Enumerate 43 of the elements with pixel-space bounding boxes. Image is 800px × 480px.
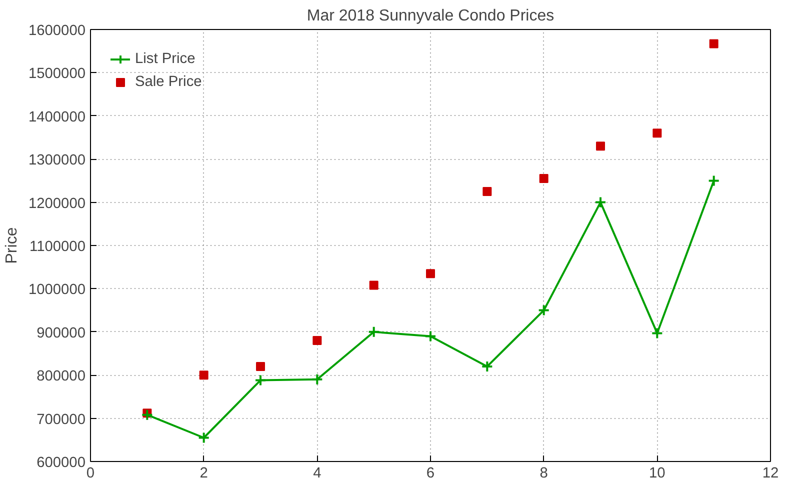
- x-tick-label: 10: [649, 466, 666, 480]
- point: [482, 187, 492, 196]
- y-axis-title: Price: [3, 227, 20, 264]
- y-tick-label: 1600000: [28, 23, 86, 39]
- x-tick-label: 2: [200, 466, 208, 480]
- x-tick-label: 8: [540, 466, 548, 480]
- point: [481, 360, 494, 372]
- point: [596, 142, 605, 151]
- point: [651, 327, 664, 340]
- point: [199, 370, 208, 380]
- legend-label: List Price: [135, 51, 196, 67]
- y-tick-label: 1400000: [28, 109, 86, 126]
- point: [539, 174, 548, 184]
- y-tick-label: 1200000: [28, 196, 86, 212]
- y-tick-label: 1500000: [28, 66, 86, 82]
- legend-label: Sale Price: [135, 74, 202, 90]
- chart-title: Mar 2018 Sunnyvale Condo Prices: [306, 8, 554, 24]
- point: [311, 373, 324, 386]
- point: [426, 269, 435, 278]
- y-tick-label: 700000: [36, 412, 86, 428]
- point: [709, 39, 718, 48]
- y-tick-label: 1000000: [28, 282, 86, 298]
- point: [369, 280, 378, 290]
- y-tick-label: 800000: [36, 368, 86, 385]
- point: [708, 174, 720, 187]
- x-tick-label: 12: [762, 466, 779, 480]
- y-tick-label: 1300000: [28, 152, 86, 169]
- point: [256, 362, 265, 371]
- point: [538, 304, 550, 316]
- point: [368, 326, 380, 338]
- point: [141, 408, 154, 421]
- point: [594, 196, 606, 208]
- point: [254, 374, 266, 386]
- x-tick-label: 6: [426, 466, 435, 480]
- point: [424, 330, 436, 342]
- y-tick-label: 1100000: [30, 239, 86, 255]
- point: [312, 336, 322, 346]
- point: [652, 128, 662, 138]
- x-tick-label: 4: [313, 466, 322, 480]
- x-tick-label: 0: [86, 466, 95, 480]
- point: [198, 432, 210, 444]
- y-tick-label: 600000: [36, 455, 86, 471]
- y-tick-label: 900000: [36, 325, 86, 342]
